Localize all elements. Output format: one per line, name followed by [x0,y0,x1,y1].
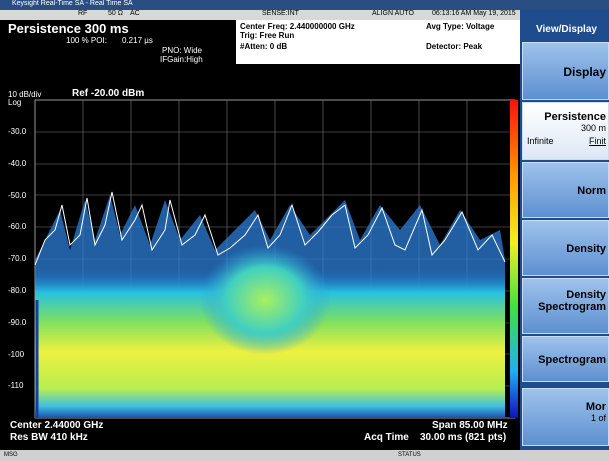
datetime: 06:13:16 AM May 19, 2015 [432,10,516,17]
center: Center 2.44000 GHz [10,420,104,431]
button-sub: 1 of [590,413,606,423]
button-label: Norm [577,185,606,197]
option: Finit [588,136,606,146]
button-label: Density [566,289,606,301]
menu-button[interactable]: Spectrogram [522,336,609,382]
y-label: -40.0 [8,158,27,168]
menu-title: View/Display [536,24,597,35]
menu-button[interactable]: Density Spectrogram [522,278,609,334]
menu-button[interactable]: Display [522,42,609,100]
poi-label: 100 % POI: [66,36,107,45]
scale-type: Log [8,98,22,107]
menu-button[interactable]: Persistence 300 m Infinite Finit [522,102,609,160]
acq-value: 30.00 ms (821 pts) [420,432,507,443]
button-value: 300 m [580,123,606,133]
button-label: Mor [585,401,606,413]
avg-type: Avg Type: Voltage [426,22,495,31]
window-title: Keysight Real-Time SA - Real Time SA [12,0,133,7]
y-label: -110 [8,381,24,391]
option: Infinite [527,136,554,146]
y-label: -90.0 [8,317,27,327]
button-label: Density [566,243,606,255]
atten: #Atten: 0 dB [240,42,288,51]
center-freq: Center Freq: 2.440000000 GHz [240,22,355,31]
scale: 10 dB/div [8,90,42,99]
button-label: Spectrogram [538,354,606,366]
ifgain: IFGain:High [160,55,203,64]
impedance: 50 Ω [108,10,123,17]
poi-value: 0.217 µs [122,36,153,45]
trig: Trig: Free Run [240,31,295,40]
acq-label: Acq Time [364,432,409,443]
rbw: Res BW 410 kHz [10,432,88,443]
coupling: AC [130,10,140,17]
button-label: Persistence [544,111,606,123]
span: Span 85.00 MHz [432,420,508,431]
menu-button[interactable]: Density [522,220,609,276]
ref-level: Ref -20.00 dBm [72,88,145,99]
y-label: -80.0 [8,286,27,295]
y-label: -60.0 [8,222,27,232]
status-row: RF 50 Ω AC SENSE:INT ALIGN AUTO 06:13:16… [0,10,520,20]
button-sub: Spectrogram [538,301,606,313]
msg: MSG [4,452,18,458]
y-label: -50.0 [8,190,27,200]
plot-canvas [34,99,518,419]
detector: Detector: Peak [426,42,483,51]
align: ALIGN AUTO [372,10,414,17]
sense: SENSE:INT [262,10,299,17]
spectrum-hump [200,245,330,355]
y-label: -100 [8,349,25,359]
status-bar: MSG STATUS [0,450,609,461]
rf: RF [78,10,88,17]
y-label: -30.0 [8,127,27,136]
pno: PNO: Wide [162,46,203,55]
menu-button[interactable]: Mor 1 of [522,388,609,446]
menu-button[interactable]: Norm [522,162,609,218]
color-scale [510,100,518,418]
y-label: -70.0 [8,254,27,264]
status: STATUS [398,452,421,458]
title-bar: Keysight Real-Time SA - Real Time SA [0,0,609,10]
mode: Persistence 300 ms [8,21,129,36]
peak-trace [34,191,506,266]
button-label: Display [563,65,606,79]
header: Persistence 300 ms 100 % POI: 0.217 µs P… [0,20,520,64]
